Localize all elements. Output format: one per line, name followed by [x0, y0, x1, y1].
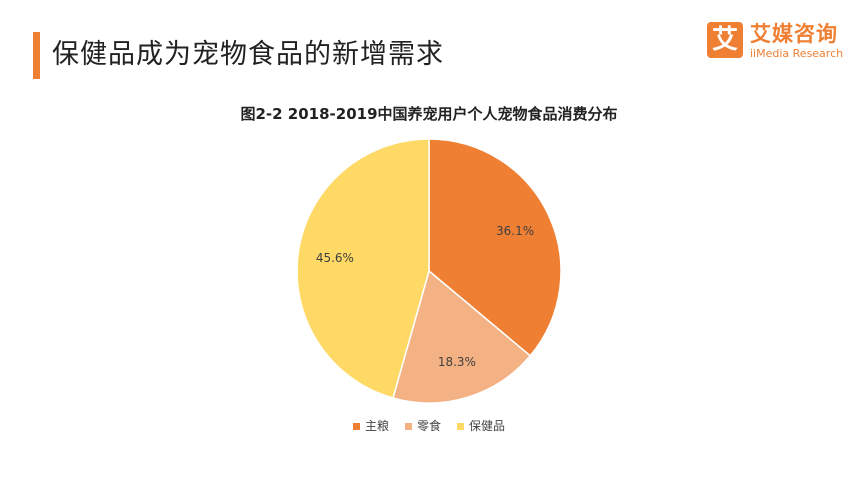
title-accent-bar: [33, 32, 40, 79]
pie-slice-2: [392, 269, 532, 404]
legend-label-1: 主粮: [364, 419, 389, 433]
legend-item-1: 主粮: [352, 418, 389, 434]
legend-swatch-3: [457, 422, 464, 430]
chart-legend: 主粮 零食 保健品: [0, 418, 858, 434]
iimedia-logo: 艾 艾媒咨询 iiMedia Research: [707, 22, 847, 66]
legend-label-2: 零食: [416, 419, 441, 433]
pie-slice-3: [296, 138, 430, 399]
logo-mark-icon: 艾: [707, 22, 743, 58]
page-title: 保健品成为宠物食品的新增需求: [52, 39, 444, 70]
chart-title: 图2-2 2018-2019中国养宠用户个人宠物食品消费分布: [240, 105, 618, 123]
legend-swatch-2: [404, 422, 412, 430]
legend-item-2: 零食: [404, 418, 441, 434]
pie-data-label-1: 36.1%: [496, 224, 534, 238]
pie-slice-1: [428, 138, 562, 357]
pie-data-label-3: 45.6%: [316, 251, 354, 265]
pie-data-label-2: 18.3%: [438, 355, 476, 369]
legend-label-3: 保健品: [469, 419, 506, 433]
legend-swatch-1: [352, 422, 360, 430]
legend-item-3: 保健品: [457, 418, 505, 434]
logo-name-en: iiMedia Research: [750, 47, 844, 60]
logo-name-cn: 艾媒咨询: [750, 22, 838, 46]
